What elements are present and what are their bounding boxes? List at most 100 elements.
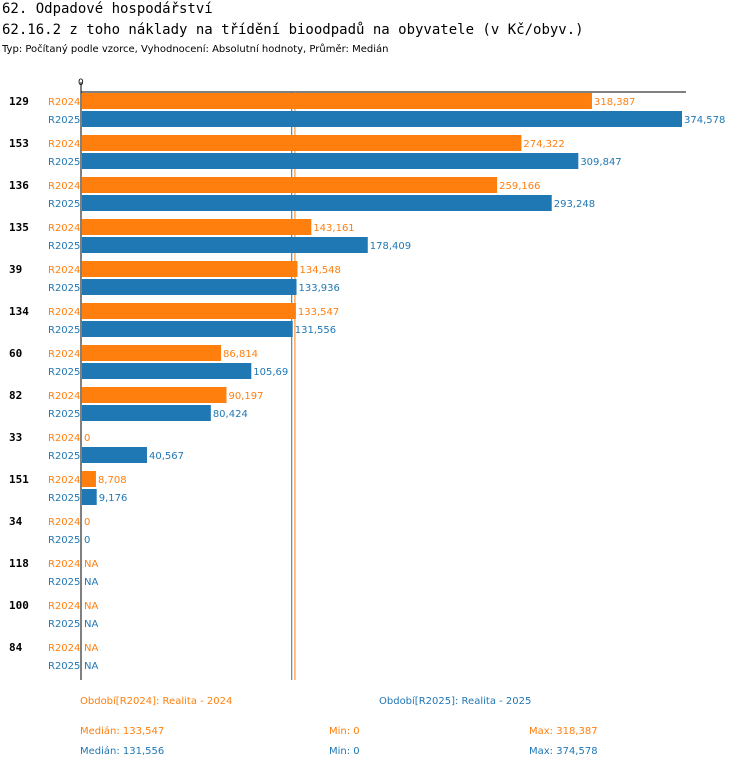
bar-value-label: 309,847 — [580, 157, 621, 168]
category-label: 118 — [9, 557, 29, 570]
bar-r2024 — [82, 135, 522, 151]
bar-r2025 — [82, 489, 97, 505]
legend-r2025-min: Min: 0 — [329, 746, 360, 757]
bar-r2024 — [82, 303, 296, 319]
bar-r2024 — [82, 93, 592, 109]
series-label-r2024: R2024 — [48, 139, 80, 150]
series-label-r2025: R2025 — [48, 619, 80, 630]
bar-r2025 — [82, 111, 682, 127]
series-label-r2024: R2024 — [48, 517, 80, 528]
series-label-r2024: R2024 — [48, 433, 80, 444]
series-label-r2025: R2025 — [48, 283, 80, 294]
bar-r2025 — [82, 447, 147, 463]
bar-r2025 — [82, 363, 252, 379]
bar-value-label: NA — [84, 661, 98, 672]
bar-value-label: 0 — [84, 535, 90, 546]
bar-value-label: 80,424 — [213, 409, 248, 420]
category-label: 153 — [9, 137, 29, 150]
bar-r2024 — [82, 471, 96, 487]
category-label: 60 — [9, 347, 22, 360]
bar-r2025 — [82, 237, 368, 253]
chart-title: 62. Odpadové hospodářství — [2, 1, 213, 17]
series-label-r2025: R2025 — [48, 115, 80, 126]
bar-value-label: 293,248 — [554, 199, 595, 210]
series-label-r2025: R2025 — [48, 241, 80, 252]
bar-value-label: 178,409 — [370, 241, 411, 252]
bar-value-label: 133,936 — [299, 283, 340, 294]
legend-r2024-max: Max: 318,387 — [529, 726, 598, 737]
bar-r2025 — [82, 153, 579, 169]
series-label-r2024: R2024 — [48, 223, 80, 234]
series-label-r2024: R2024 — [48, 265, 80, 276]
legend-r2024-median: Medián: 133,547 — [80, 726, 165, 737]
bar-r2025 — [82, 321, 293, 337]
series-label-r2024: R2024 — [48, 391, 80, 402]
legend-r2024-min: Min: 0 — [329, 726, 360, 737]
bar-value-label: 105,69 — [253, 367, 288, 378]
series-label-r2024: R2024 — [48, 181, 80, 192]
category-label: 100 — [9, 599, 29, 612]
series-label-r2025: R2025 — [48, 367, 80, 378]
category-label: 33 — [9, 431, 22, 444]
series-label-r2024: R2024 — [48, 349, 80, 360]
bar-value-label: NA — [84, 577, 98, 588]
series-label-r2024: R2024 — [48, 475, 80, 486]
bar-r2024 — [82, 261, 298, 277]
bar-r2025 — [82, 195, 552, 211]
bar-chart: 0 129 R2024 318,387 R2025 374,578 153 R2024 274,… — [9, 78, 725, 680]
bar-value-label: 134,548 — [300, 265, 341, 276]
chart-type-line: Typ: Počítaný podle vzorce, Vyhodnocení:… — [2, 44, 389, 55]
bar-value-label: 90,197 — [228, 391, 263, 402]
series-label-r2025: R2025 — [48, 451, 80, 462]
series-label-r2025: R2025 — [48, 661, 80, 672]
bar-value-label: 9,176 — [99, 493, 128, 504]
bar-r2024 — [82, 345, 222, 361]
legend-r2025-median: Medián: 131,556 — [80, 746, 165, 757]
bar-value-label: NA — [84, 643, 98, 654]
bar-value-label: 0 — [84, 517, 90, 528]
series-label-r2024: R2024 — [48, 307, 80, 318]
series-label-r2024: R2024 — [48, 97, 80, 108]
bar-value-label: 40,567 — [149, 451, 184, 462]
series-label-r2025: R2025 — [48, 493, 80, 504]
legend-r2025-period: Období[R2025]: Realita - 2025 — [379, 696, 532, 707]
bar-value-label: 374,578 — [684, 115, 725, 126]
series-label-r2024: R2024 — [48, 643, 80, 654]
series-label-r2025: R2025 — [48, 409, 80, 420]
legend-r2025-max: Max: 374,578 — [529, 746, 598, 757]
chart-subtitle: 62.16.2 z toho náklady na třídění bioodp… — [2, 22, 584, 38]
bar-value-label: 259,166 — [499, 181, 540, 192]
bar-r2024 — [82, 387, 227, 403]
category-label: 34 — [9, 515, 23, 528]
bar-value-label: NA — [84, 619, 98, 630]
series-label-r2025: R2025 — [48, 199, 80, 210]
category-label: 129 — [9, 95, 29, 108]
bar-value-label: 133,547 — [298, 307, 339, 318]
category-label: 136 — [9, 179, 29, 192]
bar-r2025 — [82, 405, 211, 421]
series-label-r2025: R2025 — [48, 535, 80, 546]
bar-value-label: NA — [84, 559, 98, 570]
category-label: 82 — [9, 389, 22, 402]
bar-r2024 — [82, 177, 498, 193]
category-label: 134 — [9, 305, 29, 318]
bar-r2024 — [82, 219, 312, 235]
category-label: 135 — [9, 221, 29, 234]
bar-value-label: 8,708 — [98, 475, 127, 486]
series-label-r2024: R2024 — [48, 559, 80, 570]
category-label: 84 — [9, 641, 23, 654]
bar-value-label: 0 — [84, 433, 90, 444]
series-label-r2024: R2024 — [48, 601, 80, 612]
series-label-r2025: R2025 — [48, 577, 80, 588]
bar-value-label: 274,322 — [523, 139, 564, 150]
bar-value-label: 131,556 — [295, 325, 336, 336]
bar-value-label: NA — [84, 601, 98, 612]
bar-value-label: 86,814 — [223, 349, 258, 360]
series-label-r2025: R2025 — [48, 325, 80, 336]
series-label-r2025: R2025 — [48, 157, 80, 168]
bar-r2025 — [82, 279, 297, 295]
legend-r2024-period: Období[R2024]: Realita - 2024 — [80, 696, 233, 707]
x-axis-zero-tick-label: 0 — [78, 78, 84, 88]
category-label: 151 — [9, 473, 29, 486]
category-label: 39 — [9, 263, 22, 276]
